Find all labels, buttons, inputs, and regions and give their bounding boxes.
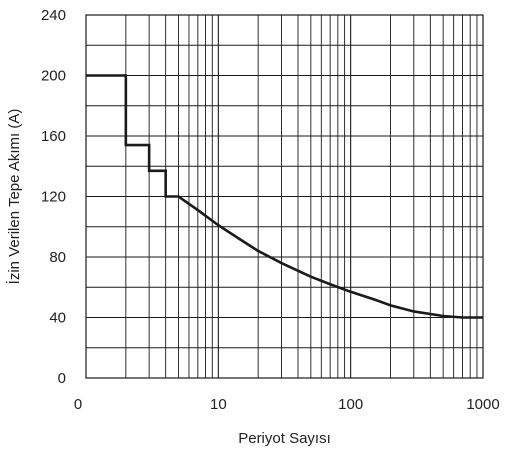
tick-labels: 0 40 80 120 160 200 240 0 10 100 1000 bbox=[41, 7, 500, 413]
y-axis-title: İzin Verilen Tepe Akımı (A) bbox=[5, 109, 23, 285]
y-tick-label: 120 bbox=[41, 189, 66, 206]
y-tick-label: 160 bbox=[41, 128, 66, 145]
y-tick-label: 0 bbox=[58, 370, 66, 387]
x-tick-label: 0 bbox=[74, 396, 82, 413]
y-tick-label: 200 bbox=[41, 68, 66, 85]
x-tick-label: 10 bbox=[210, 396, 227, 413]
grid bbox=[86, 15, 483, 378]
x-tick-label: 100 bbox=[338, 396, 363, 413]
x-tick-label: 1000 bbox=[466, 396, 499, 413]
y-tick-label: 80 bbox=[49, 249, 66, 266]
plot-frame bbox=[85, 14, 484, 379]
x-axis-title: Periyot Sayısı bbox=[238, 430, 331, 447]
y-tick-label: 240 bbox=[41, 7, 66, 24]
y-tick-label: 40 bbox=[49, 310, 66, 327]
series-line bbox=[86, 74, 483, 319]
